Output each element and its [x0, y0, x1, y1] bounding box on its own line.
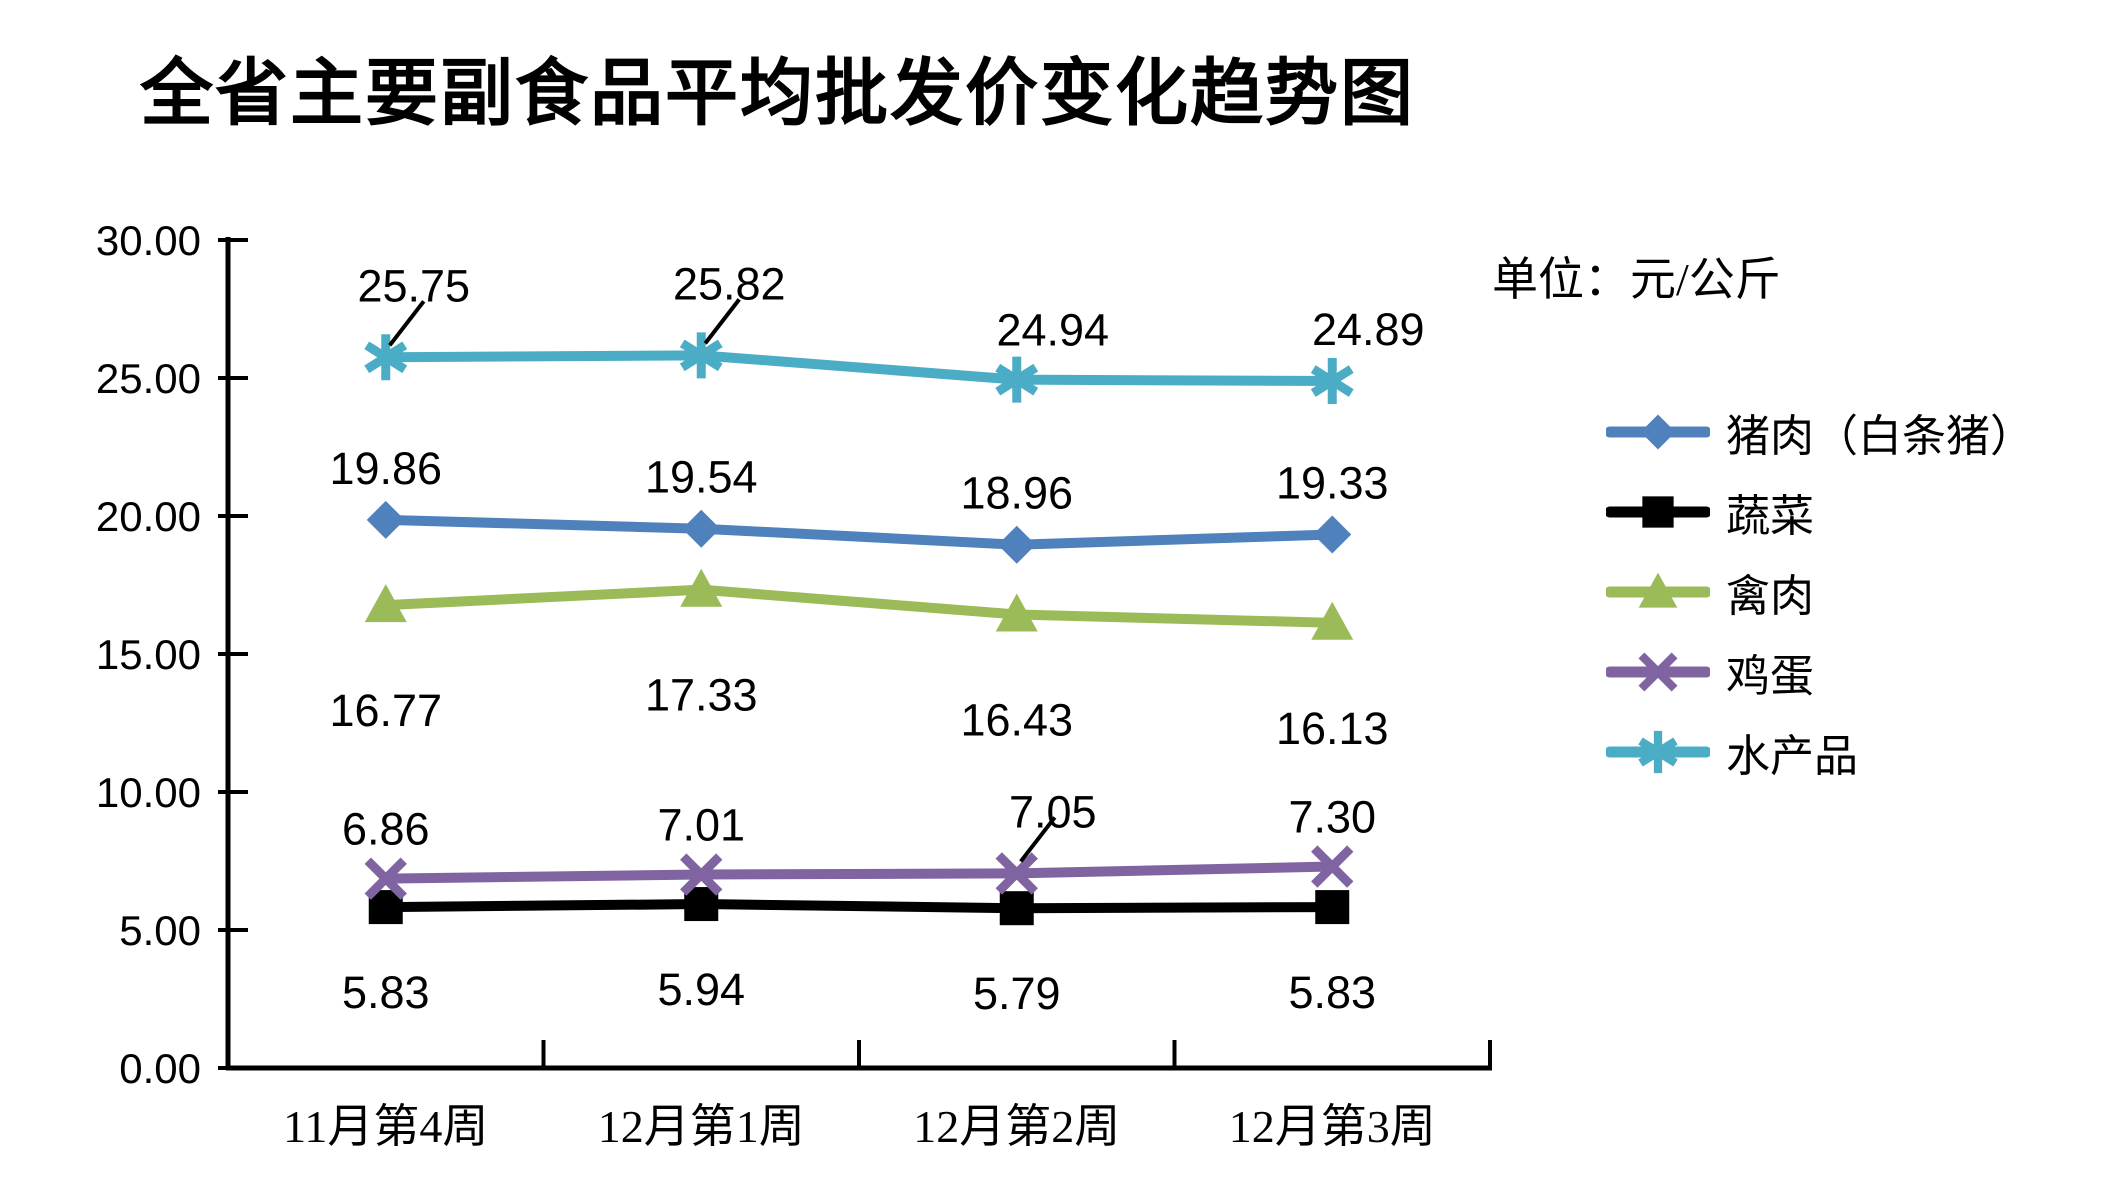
data-label-leader-line — [703, 298, 741, 345]
triangle-marker-icon — [1638, 572, 1678, 608]
x-axis-category-label: 12月第1周 — [598, 1101, 805, 1152]
series-vegetables: 5.83 5.94 5.79 5.83 — [342, 887, 1376, 1019]
asterisk-marker-icon — [1310, 358, 1354, 405]
data-label: 18.96 — [960, 468, 1073, 519]
data-label-leader-line — [388, 300, 426, 347]
data-label: 7.30 — [1288, 792, 1376, 843]
x-axis-category-label: 12月第2周 — [913, 1101, 1120, 1152]
chart-title: 全省主要副食品平均批发价变化趋势图 — [140, 53, 1415, 134]
legend-square-icon — [1606, 496, 1710, 528]
diamond-marker-icon — [1313, 515, 1352, 554]
diamond-marker-icon — [1640, 414, 1676, 450]
data-label: 7.01 — [657, 800, 745, 851]
legend: 猪肉（白条猪） 蔬菜禽肉鸡蛋水产品 — [1606, 392, 2034, 792]
data-label: 17.33 — [645, 670, 758, 721]
data-label: 19.33 — [1276, 457, 1389, 508]
square-marker-icon — [1315, 890, 1350, 925]
x-marker-icon — [1311, 845, 1354, 888]
axes: 0.00 5.00 10.00 15.00 20.00 25.00 30.00 11月第4周 1… — [96, 217, 1492, 1152]
asterisk-marker-icon — [1638, 730, 1678, 774]
x-marker-icon — [680, 853, 723, 896]
x-marker-icon — [1638, 652, 1678, 692]
x-marker-icon — [995, 852, 1038, 895]
data-label: 5.79 — [973, 968, 1061, 1019]
legend-item-poultry: 禽肉 — [1606, 552, 2034, 632]
asterisk-marker-icon — [364, 334, 408, 381]
unit-label: 单位：元/公斤 — [1492, 254, 1781, 305]
legend-item-label: 鸡蛋 — [1726, 652, 1814, 701]
data-label: 5.83 — [1288, 967, 1376, 1018]
series-poultry: 16.77 17.33 16.43 16.13 — [329, 568, 1389, 754]
data-label: 6.86 — [342, 804, 430, 855]
diamond-marker-icon — [366, 500, 405, 539]
data-label: 7.05 — [1009, 786, 1097, 837]
diamond-marker-icon — [997, 525, 1036, 564]
data-label: 24.94 — [996, 305, 1109, 356]
triangle-marker-icon — [1311, 601, 1354, 640]
data-label: 16.77 — [329, 685, 442, 736]
data-label: 25.75 — [357, 260, 470, 311]
legend-item-label: 禽肉 — [1726, 572, 1814, 621]
series-pork: 19.86 19.54 18.96 19.33 — [329, 443, 1389, 564]
legend-item-label: 猪肉（白条猪） — [1726, 412, 2034, 461]
data-label: 16.13 — [1276, 703, 1389, 754]
y-axis-tick-label: 10.00 — [96, 769, 201, 816]
triangle-marker-icon — [680, 568, 723, 607]
x-marker-icon — [364, 857, 407, 900]
legend-item-label: 蔬菜 — [1726, 492, 1814, 541]
legend-item-label: 水产品 — [1726, 732, 1858, 781]
data-label: 5.83 — [342, 967, 430, 1018]
data-label: 5.94 — [657, 964, 745, 1015]
y-axis-tick-label: 25.00 — [96, 355, 201, 402]
y-axis-tick-label: 30.00 — [96, 217, 201, 264]
y-axis-tick-label: 0.00 — [119, 1045, 201, 1092]
asterisk-marker-icon — [679, 332, 723, 379]
series-pork-line — [380, 514, 1338, 550]
legend-asterisk-icon — [1606, 730, 1710, 774]
series-eggs: 6.86 7.01 7.05 7.30 — [342, 786, 1376, 900]
asterisk-marker-icon — [995, 356, 1039, 403]
series-vegetables-line — [380, 899, 1338, 914]
y-axis-tick-label: 5.00 — [119, 907, 201, 954]
y-axis-tick-label: 15.00 — [96, 631, 201, 678]
square-marker-icon — [999, 891, 1034, 926]
data-label: 19.86 — [329, 443, 442, 494]
data-label: 19.54 — [645, 452, 758, 503]
legend-item-eggs: 鸡蛋 — [1606, 632, 2034, 712]
diamond-marker-icon — [682, 509, 721, 548]
series-aquatic-line — [380, 350, 1338, 387]
legend-item-aquatic: 水产品 — [1606, 712, 2034, 792]
series-eggs-line — [380, 861, 1338, 884]
square-marker-icon — [1642, 496, 1674, 528]
square-marker-icon — [684, 887, 719, 922]
legend-x-icon — [1606, 652, 1710, 692]
legend-diamond-icon — [1606, 414, 1710, 450]
triangle-marker-icon — [995, 593, 1038, 632]
x-axis-category-label: 12月第3周 — [1229, 1101, 1436, 1152]
data-label-leader-line — [1019, 816, 1057, 863]
series-aquatic: 25.75 25.82 24.94 24.89 — [357, 258, 1425, 405]
y-axis-tick-label: 20.00 — [96, 493, 201, 540]
legend-triangle-icon — [1606, 572, 1710, 608]
series-poultry-line — [380, 584, 1338, 628]
triangle-marker-icon — [364, 584, 407, 623]
legend-item-pork: 猪肉（白条猪） — [1606, 392, 2034, 472]
data-label: 25.82 — [673, 258, 786, 309]
data-label: 24.89 — [1312, 304, 1425, 355]
data-label: 16.43 — [960, 695, 1073, 746]
x-axis-category-label: 11月第4周 — [283, 1101, 488, 1152]
legend-item-vegetables: 蔬菜 — [1606, 472, 2034, 552]
